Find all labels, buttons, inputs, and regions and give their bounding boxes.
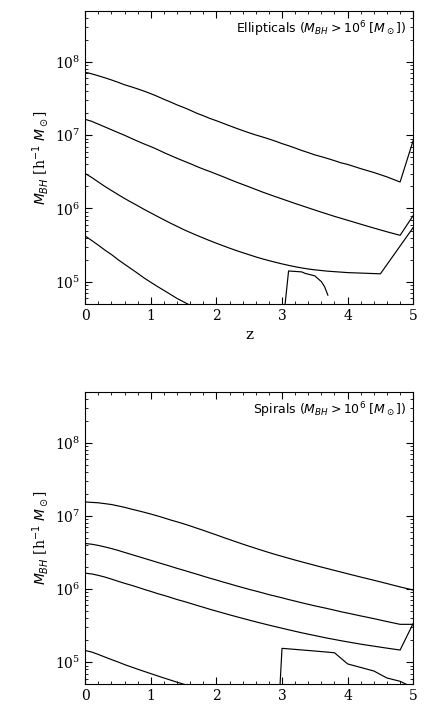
Text: Ellipticals ($M_{BH} > 10^6$ [$M_\odot$]): Ellipticals ($M_{BH} > 10^6$ [$M_\odot$]… — [236, 20, 407, 39]
Y-axis label: $M_{BH}$ [h$^{-1}$ $M_\odot$]: $M_{BH}$ [h$^{-1}$ $M_\odot$] — [31, 110, 51, 205]
X-axis label: z: z — [245, 328, 253, 342]
Text: Spirals ($M_{BH} > 10^6$ [$M_\odot$]): Spirals ($M_{BH} > 10^6$ [$M_\odot$]) — [253, 400, 407, 420]
Y-axis label: $M_{BH}$ [h$^{-1}$ $M_\odot$]: $M_{BH}$ [h$^{-1}$ $M_\odot$] — [31, 491, 51, 585]
